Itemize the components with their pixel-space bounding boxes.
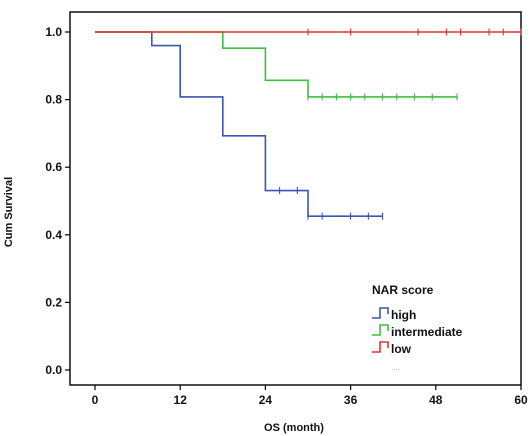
- x-tick-label: 24: [259, 393, 273, 407]
- legend-label-intermediate: intermediate: [391, 325, 463, 339]
- y-tick-label: 0.6: [45, 160, 62, 174]
- plot-frame: [69, 11, 522, 386]
- x-tick-label: 36: [344, 393, 358, 407]
- x-axis-title: OS (month): [264, 422, 324, 434]
- legend-label-low: low: [391, 342, 412, 356]
- legend-swatch-intermediate: [372, 324, 389, 336]
- legend-title: NAR score: [372, 283, 434, 297]
- y-tick-label: 0.4: [45, 228, 62, 242]
- x-tick-label: 12: [174, 393, 188, 407]
- axes: 0.0 0.2 0.4 0.6 0.8 1.0 0 12 24 36 48 60: [45, 11, 528, 407]
- y-tick-label: 1.0: [45, 25, 62, 39]
- y-tick-label: 0.0: [45, 363, 62, 377]
- y-tick-label: 0.8: [45, 93, 62, 107]
- y-tick-label: 0.2: [45, 295, 62, 309]
- survival-curve-intermediate: [95, 31, 458, 98]
- series-low: [95, 28, 522, 36]
- series-intermediate: [95, 31, 458, 101]
- legend-swatch-high: [372, 307, 389, 319]
- series-high: [95, 31, 384, 220]
- x-tick-label: 48: [429, 393, 443, 407]
- survival-curve-high: [95, 31, 383, 218]
- x-tick-label: 0: [92, 393, 99, 407]
- legend-extra-text: ...: [393, 363, 400, 372]
- legend-swatch-low: [372, 341, 389, 353]
- legend-label-high: high: [391, 308, 416, 322]
- legend: NAR score ... high intermediate low: [372, 283, 463, 372]
- x-tick-label: 60: [514, 393, 528, 407]
- y-axis-title: Cum Survival: [3, 177, 15, 247]
- series-layer: [95, 28, 522, 220]
